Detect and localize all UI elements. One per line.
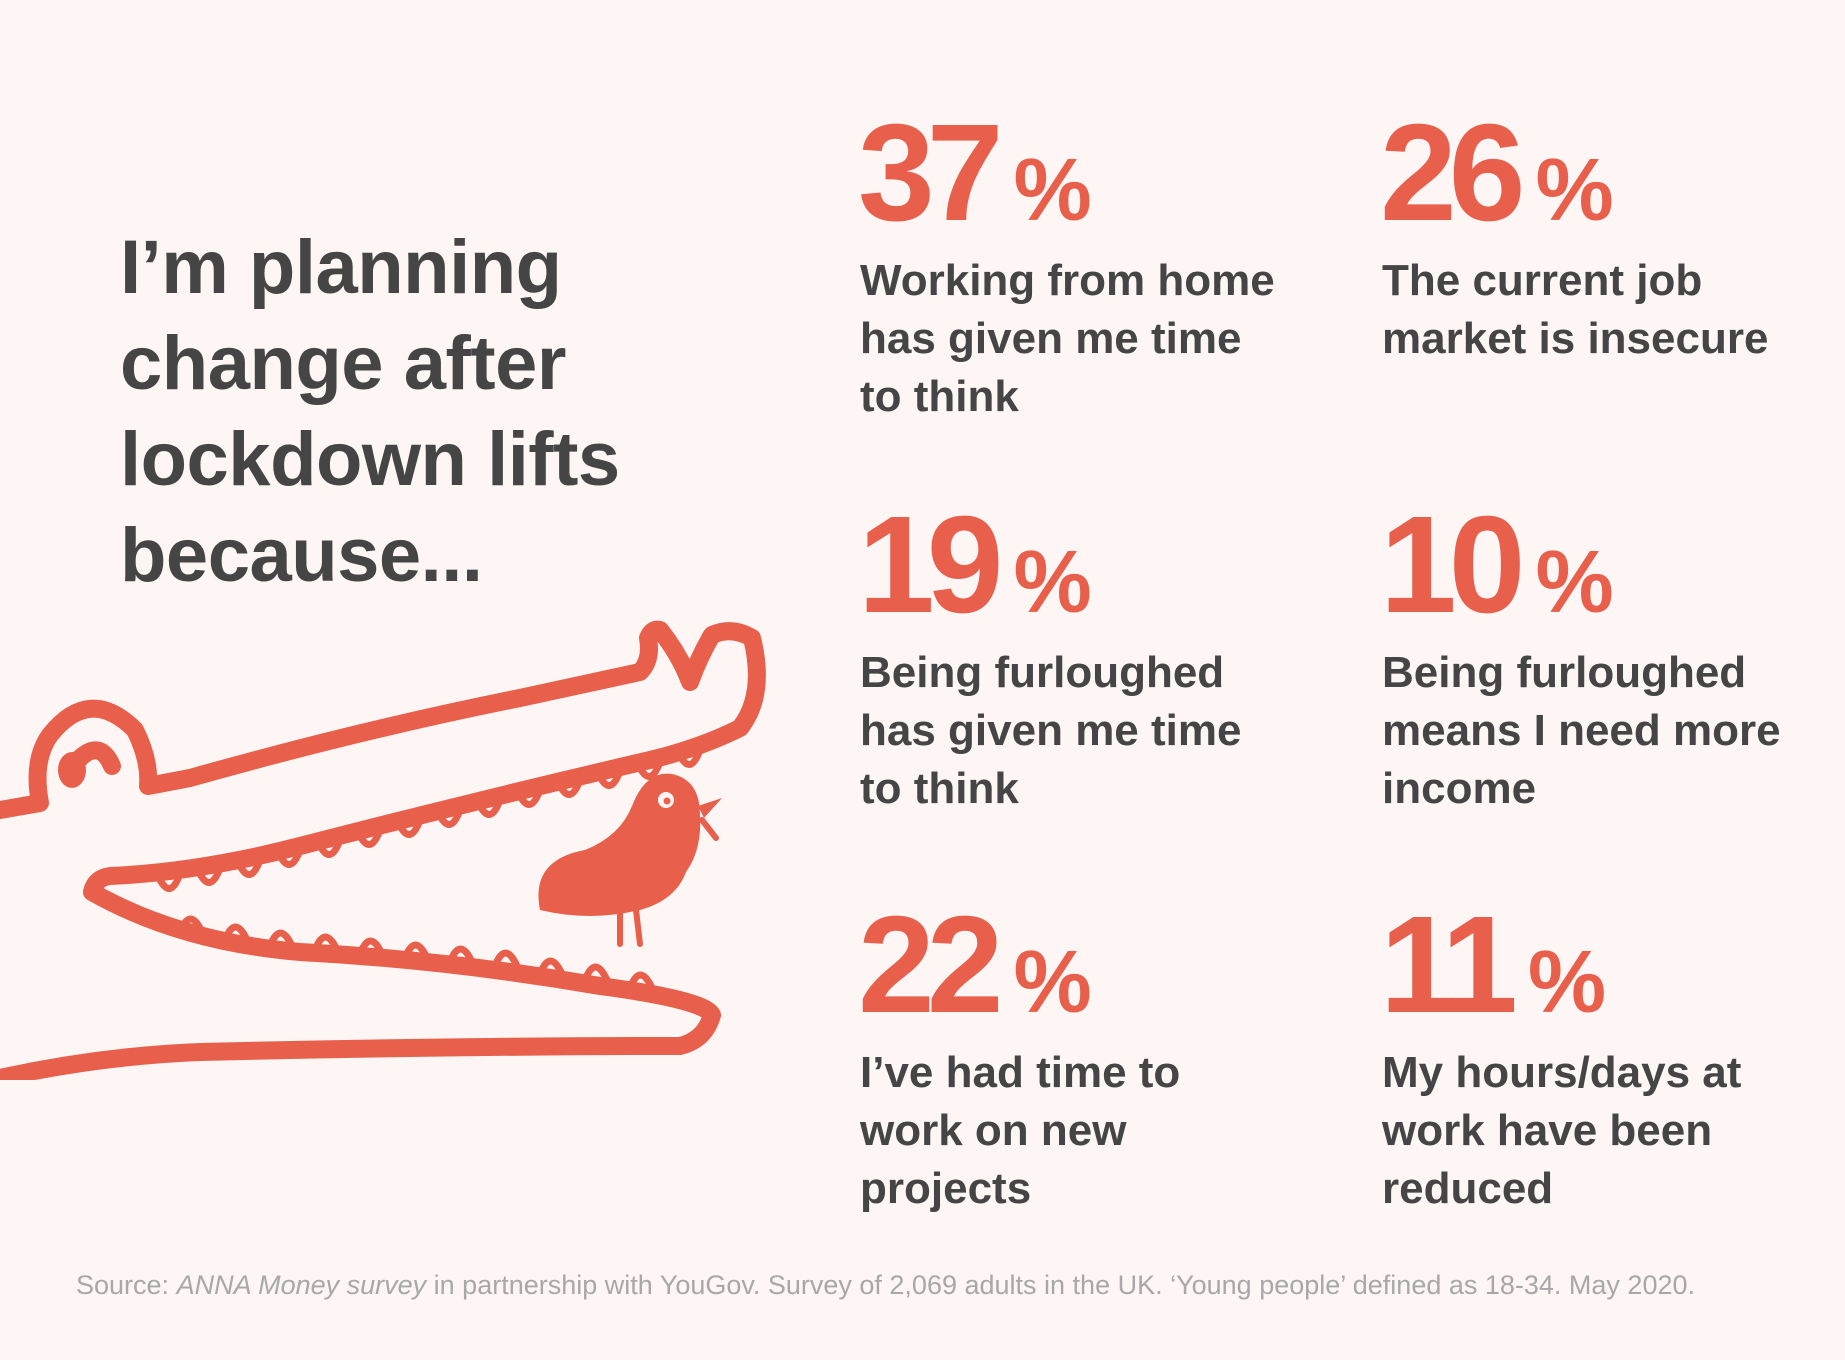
stat-description: The current job market is insecure (1382, 256, 1769, 363)
source-prefix: Source: (76, 1270, 177, 1300)
crocodile-and-bird-icon (0, 620, 766, 1080)
stat-value: 26 (1380, 96, 1525, 250)
percent-sign: % (1535, 140, 1614, 239)
stat-description: Being furloughed means I need more incom… (1382, 648, 1781, 813)
stat-value: 22 (858, 888, 1003, 1042)
stat-percentage: 11% (1380, 896, 1800, 1034)
stat-percentage: 10% (1380, 496, 1800, 634)
stat-percentage: 22% (858, 896, 1278, 1034)
percent-sign: % (1013, 932, 1092, 1031)
stat-description: My hours/days at work have been reduced (1382, 1048, 1742, 1213)
percent-sign: % (1013, 532, 1092, 631)
stat-description: I’ve had time to work on new projects (860, 1048, 1181, 1213)
stat-description: Working from home has given me time to t… (860, 256, 1275, 421)
stat-percentage: 19% (858, 496, 1278, 634)
percent-sign: % (1527, 932, 1607, 1031)
stat-value: 19 (858, 488, 1003, 642)
source-survey-name: ANNA Money survey (176, 1270, 427, 1300)
headline: I’m planning change after lockdown lifts… (120, 225, 620, 598)
source-details: in partnership with YouGov. Survey of 2,… (426, 1270, 1695, 1300)
stat-value: 10 (1380, 488, 1525, 642)
percent-sign: % (1013, 140, 1092, 239)
stat-percentage: 37% (858, 104, 1278, 242)
stat-card: 11% My hours/days at work have been redu… (1380, 896, 1800, 1218)
stat-card: 22% I’ve had time to work on new project… (858, 896, 1278, 1218)
stat-value: 11 (1380, 888, 1518, 1042)
stat-percentage: 26% (1380, 104, 1800, 242)
stat-value: 37 (858, 96, 1003, 250)
percent-sign: % (1535, 532, 1614, 631)
source-note: Source: ANNA Money survey in partnership… (76, 1270, 1796, 1301)
stat-card: 26% The current job market is insecure (1380, 104, 1800, 368)
stat-description: Being furloughed has given me time to th… (860, 648, 1242, 813)
stat-card: 19% Being furloughed has given me time t… (858, 496, 1278, 818)
stat-card: 10% Being furloughed means I need more i… (1380, 496, 1800, 818)
stat-card: 37% Working from home has given me time … (858, 104, 1278, 426)
